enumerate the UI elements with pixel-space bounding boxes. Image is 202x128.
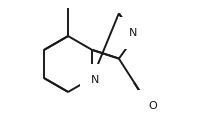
Text: N: N [91, 75, 99, 85]
Text: N: N [129, 28, 138, 38]
Text: O: O [149, 101, 158, 111]
